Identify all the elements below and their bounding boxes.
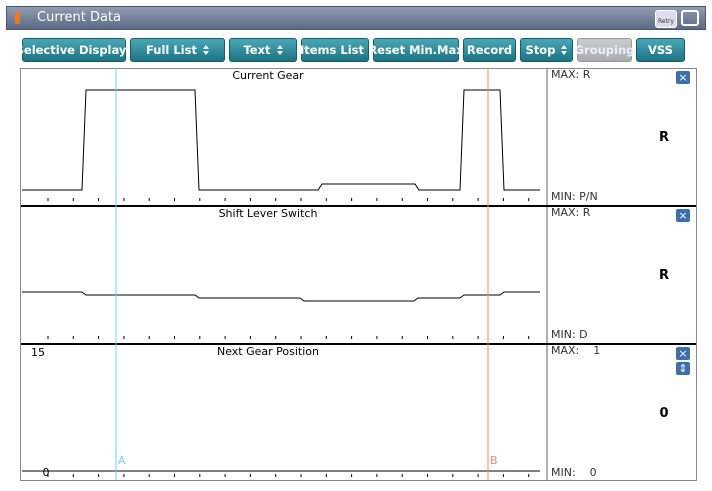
trace (22, 89, 540, 191)
toolbar-button[interactable]: Text (229, 38, 297, 62)
toolbar-button[interactable]: Items List (299, 38, 377, 62)
cursor-label: A (118, 454, 126, 467)
panel-title: Next Gear Position (217, 345, 319, 358)
spin-icon (202, 45, 209, 55)
max-label: MAX: R (551, 68, 591, 81)
current-value: 0 (659, 406, 668, 421)
button-label: Reset Min.Max (368, 43, 464, 57)
resize-button[interactable]: ⇕ (676, 362, 690, 375)
panels: Current Gear MAX: R R MIN: P/N Shift Lever S… (217, 68, 669, 479)
axis-label: 15 (31, 346, 45, 359)
min-label: MIN: P/N (551, 190, 598, 203)
toolbar-button[interactable]: Grouping (574, 38, 635, 62)
toolbar-button[interactable]: Stop (520, 38, 573, 62)
spin-icon (561, 45, 568, 55)
panel-title: Current Gear (232, 69, 304, 82)
trace (22, 291, 540, 302)
toolbar-button[interactable]: Record (463, 38, 516, 62)
title-bar: Current Data Retry (6, 6, 706, 30)
button-label: Text (243, 43, 271, 57)
max-label: MAX: R (551, 206, 591, 219)
toolbar-button[interactable]: VSS (636, 38, 685, 62)
window-button[interactable] (681, 10, 699, 26)
button-label: Items List (299, 43, 365, 57)
button-label: Full List (146, 43, 197, 57)
tick-marks (47, 198, 530, 477)
min-label: MIN: 0 (551, 466, 597, 479)
button-label: Stop (525, 43, 556, 57)
current-value: R (659, 130, 669, 145)
close-button[interactable]: × (676, 347, 690, 360)
toolbar-button[interactable]: Reset Min.Max (368, 38, 464, 62)
button-label: Grouping (574, 43, 635, 57)
window-title: Current Data (37, 10, 121, 25)
retry-button[interactable]: Retry (655, 10, 677, 28)
spin-icon (276, 45, 283, 55)
panel-title: Shift Lever Switch (219, 207, 318, 220)
cursor-label: B (490, 454, 498, 467)
button-label: Record (466, 43, 513, 57)
button-label: VSS (648, 43, 673, 57)
button-label: Selective Display (15, 43, 127, 57)
min-label: MIN: D (551, 328, 588, 341)
max-label: MAX: 1 (551, 344, 600, 357)
app-icon (15, 12, 20, 24)
toolbar-button[interactable]: Full List (130, 38, 225, 62)
close-button[interactable]: × (676, 209, 690, 222)
graph-area (20, 68, 697, 481)
close-button[interactable]: × (676, 71, 690, 84)
axis-label: 0 (43, 466, 50, 479)
current-value: R (659, 268, 669, 283)
